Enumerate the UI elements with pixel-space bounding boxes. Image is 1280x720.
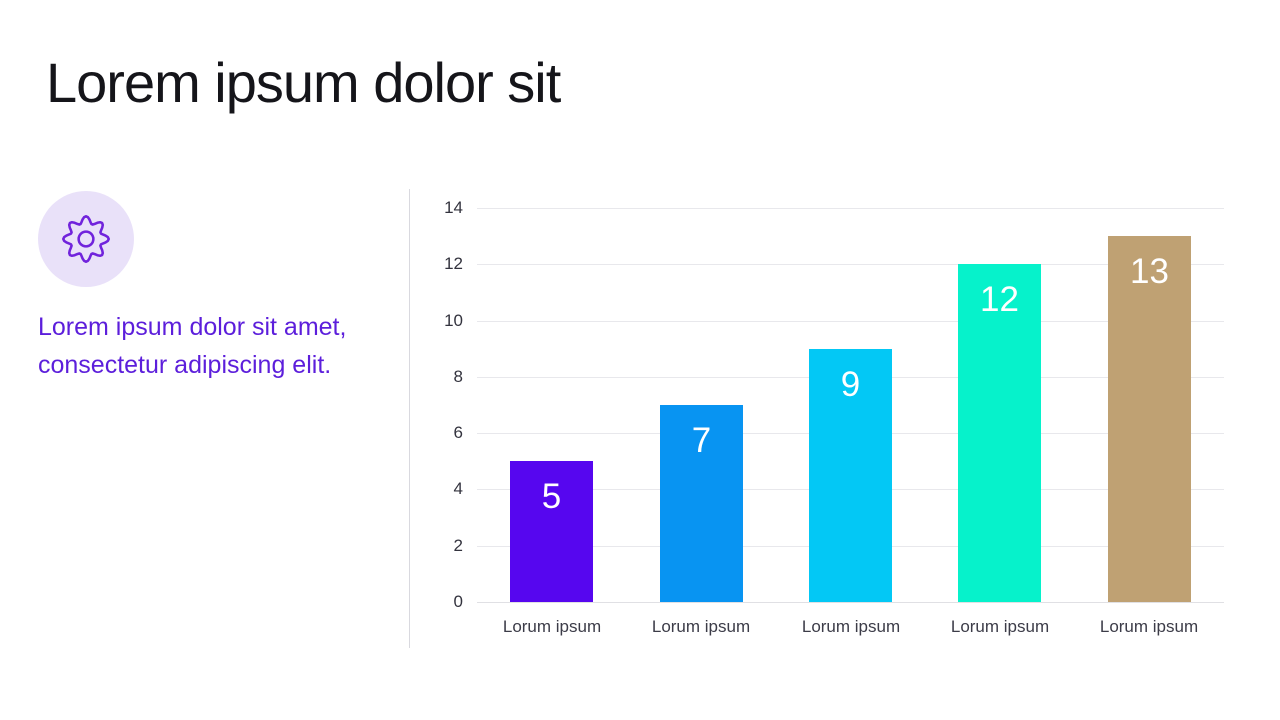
x-axis-category-label: Lorum ipsum	[1099, 617, 1199, 636]
lead-line-2: consectetur adipiscing elit.	[38, 351, 332, 379]
y-axis-tick-label: 14	[444, 198, 463, 217]
bar-value-label: 13	[1130, 252, 1169, 291]
x-axis-category-label: Lorum ipsum	[651, 617, 751, 636]
y-axis-tick-label: 4	[453, 479, 463, 498]
bar: 13	[1108, 236, 1191, 602]
gear-outline-path	[62, 215, 110, 263]
y-axis-tick-label: 6	[453, 423, 463, 442]
gridline	[477, 264, 1224, 265]
y-axis-tick-label: 0	[453, 592, 463, 611]
gridline	[477, 321, 1224, 322]
bar: 7	[660, 405, 743, 602]
bar: 9	[809, 349, 892, 602]
bar: 12	[958, 264, 1041, 602]
gear-icon	[62, 215, 110, 263]
gridline	[477, 602, 1224, 603]
bar-value-label: 7	[691, 421, 712, 460]
page-title: Lorem ipsum dolor sit	[46, 51, 561, 114]
y-axis-tick-label: 10	[444, 311, 463, 330]
x-axis-category-label: Lorum ipsum	[502, 617, 602, 636]
y-axis-tick-label: 2	[453, 536, 463, 555]
gear-icon-circle	[38, 191, 134, 287]
lead-line-1: Lorem ipsum dolor sit amet,	[38, 313, 347, 341]
bar-value-label: 5	[541, 477, 562, 516]
x-axis-category-label: Lorum ipsum	[950, 617, 1050, 636]
bar-value-label: 12	[980, 280, 1019, 319]
lead-paragraph: Lorem ipsum dolor sit amet, consectetur …	[38, 308, 346, 384]
bar-value-label: 9	[840, 365, 861, 404]
y-axis-tick-label: 8	[453, 367, 463, 386]
gear-center-hole	[77, 230, 95, 248]
bar: 5	[510, 461, 593, 602]
x-axis-category-label: Lorum ipsum	[801, 617, 901, 636]
gridline	[477, 208, 1224, 209]
vertical-divider	[409, 189, 410, 648]
y-axis-tick-label: 12	[444, 254, 463, 273]
